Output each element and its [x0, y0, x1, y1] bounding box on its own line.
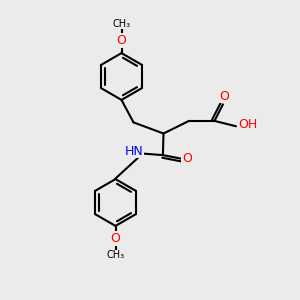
- Text: O: O: [117, 34, 126, 47]
- Text: O: O: [182, 152, 192, 165]
- Text: HN: HN: [125, 145, 143, 158]
- Text: O: O: [220, 89, 229, 103]
- Text: CH₃: CH₃: [106, 250, 124, 260]
- Text: CH₃: CH₃: [112, 19, 130, 29]
- Text: O: O: [111, 232, 120, 245]
- Text: OH: OH: [238, 118, 257, 131]
